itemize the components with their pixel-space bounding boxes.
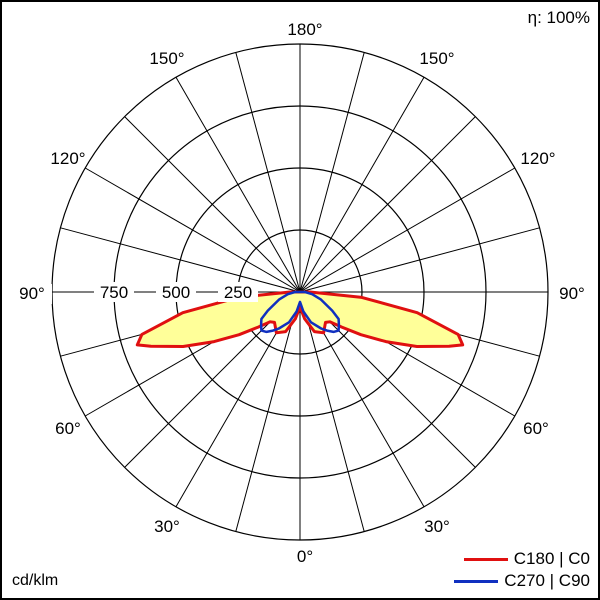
legend-label-c180-c0: C180 | C0 xyxy=(513,549,590,568)
legend-label-c270-c90: C270 | C90 xyxy=(504,571,590,590)
radial-tick-bg-250 xyxy=(218,282,258,302)
angle-label-top-left: 150° xyxy=(149,49,184,68)
efficiency-label: η: 100% xyxy=(527,8,590,27)
radial-tick-bg-750 xyxy=(94,282,134,302)
unit-label: cd/klm xyxy=(12,572,59,589)
radial-tick-bg-500 xyxy=(156,282,196,302)
series-c180-c0-curve xyxy=(135,290,465,348)
angle-label-bg xyxy=(12,284,52,304)
legend-swatch-c270-c90 xyxy=(454,579,499,583)
series-c270-c90-curve xyxy=(259,290,341,334)
angle-label-lower-left: 30° xyxy=(154,517,180,536)
angle-label-mid-low-right: 60° xyxy=(523,419,549,438)
angle-label-bottom: 0° xyxy=(297,547,313,566)
angle-label-right: 90° xyxy=(559,284,585,303)
angle-label-bg xyxy=(552,284,592,304)
legend-item-c180-c0: C180 | C0 xyxy=(430,548,590,570)
angle-label-mid-low-left: 60° xyxy=(55,419,81,438)
angle-label-upper-right: 120° xyxy=(520,149,555,168)
radial-tick-label: 750 xyxy=(100,283,128,302)
legend-swatch-c180-c0 xyxy=(463,557,508,561)
angle-label-left: 90° xyxy=(19,284,45,303)
radial-tick-label: 500 xyxy=(162,283,190,302)
angle-label-top-right: 150° xyxy=(419,49,454,68)
angle-label-lower-right: 30° xyxy=(424,517,450,536)
radial-tick-label: 250 xyxy=(224,283,252,302)
angle-label-top: 180° xyxy=(287,20,322,39)
legend: C180 | C0 C270 | C90 xyxy=(430,548,590,592)
angle-label-upper-left: 120° xyxy=(50,149,85,168)
legend-item-c270-c90: C270 | C90 xyxy=(430,570,590,592)
